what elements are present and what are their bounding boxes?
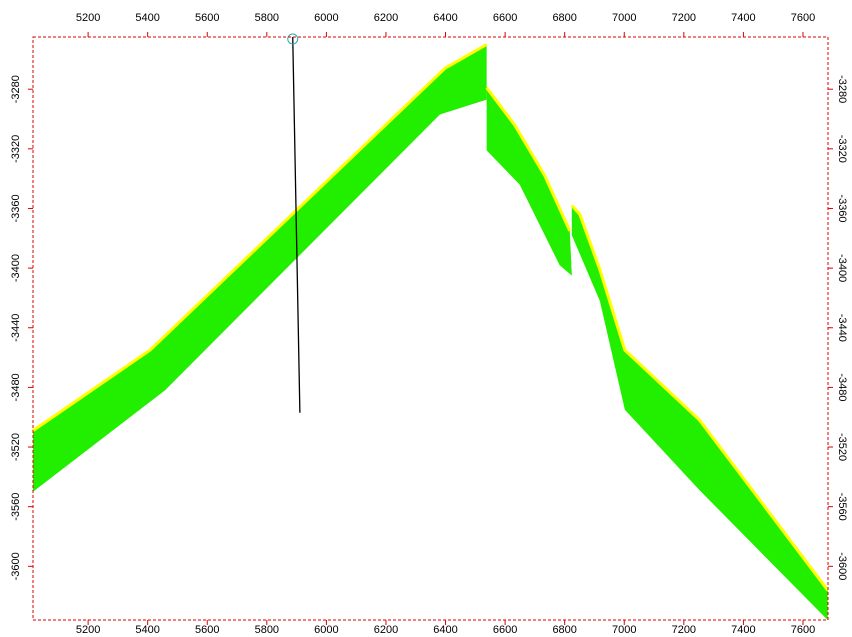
y-tick-label: -3320: [836, 135, 848, 163]
x-tick-label: 6200: [374, 624, 398, 636]
x-tick-label: 6200: [374, 12, 398, 24]
x-tick-label: 7400: [731, 624, 755, 636]
y-tick-label: -3560: [10, 493, 22, 521]
x-tick-label: 7000: [612, 12, 636, 24]
x-tick-label: 6800: [552, 12, 576, 24]
y-tick-label: -3360: [836, 194, 848, 222]
x-tick-label: 5600: [195, 624, 219, 636]
x-tick-label: 7600: [791, 12, 815, 24]
x-tick-label: 5800: [255, 624, 279, 636]
x-tick-label: 7200: [672, 12, 696, 24]
y-tick-label: -3280: [10, 75, 22, 103]
x-tick-label: 7400: [731, 12, 755, 24]
y-tick-label: -3400: [10, 254, 22, 282]
x-tick-label: 6400: [433, 624, 457, 636]
x-tick-label: 5400: [135, 624, 159, 636]
x-tick-label: 5400: [135, 12, 159, 24]
x-tick-label: 5600: [195, 12, 219, 24]
x-tick-label: 6000: [314, 624, 338, 636]
layer-top: [572, 205, 828, 590]
y-tick-label: -3520: [10, 433, 22, 461]
x-tick-label: 5200: [76, 624, 100, 636]
y-tick-label: -3560: [836, 493, 848, 521]
y-tick-label: -3440: [836, 314, 848, 342]
x-tick-label: 7200: [672, 624, 696, 636]
x-tick-label: 6000: [314, 12, 338, 24]
layer-body: [487, 88, 572, 276]
x-tick-label: 6800: [552, 624, 576, 636]
y-tick-label: -3360: [10, 194, 22, 222]
y-tick-label: -3600: [836, 552, 848, 580]
x-tick-label: 6400: [433, 12, 457, 24]
y-tick-label: -3480: [836, 373, 848, 401]
x-tick-label: 6600: [493, 12, 517, 24]
y-tick-label: -3400: [836, 254, 848, 282]
y-tick-label: -3600: [10, 552, 22, 580]
x-tick-label: 7000: [612, 624, 636, 636]
x-tick-label: 5200: [76, 12, 100, 24]
y-tick-label: -3480: [10, 373, 22, 401]
y-tick-label: -3440: [10, 314, 22, 342]
section-view: 5200 5200 5400 5400 5600 5600 5800 5800 6000 6000…: [0, 0, 852, 637]
frame: [33, 37, 828, 620]
x-tick-label: 5800: [255, 12, 279, 24]
y-tick-label: -3520: [836, 433, 848, 461]
x-tick-label: 6600: [493, 624, 517, 636]
x-tick-label: 7600: [791, 624, 815, 636]
y-tick-label: -3280: [836, 75, 848, 103]
layer-body: [572, 205, 828, 620]
y-tick-label: -3320: [10, 135, 22, 163]
layer-body: [33, 44, 487, 491]
